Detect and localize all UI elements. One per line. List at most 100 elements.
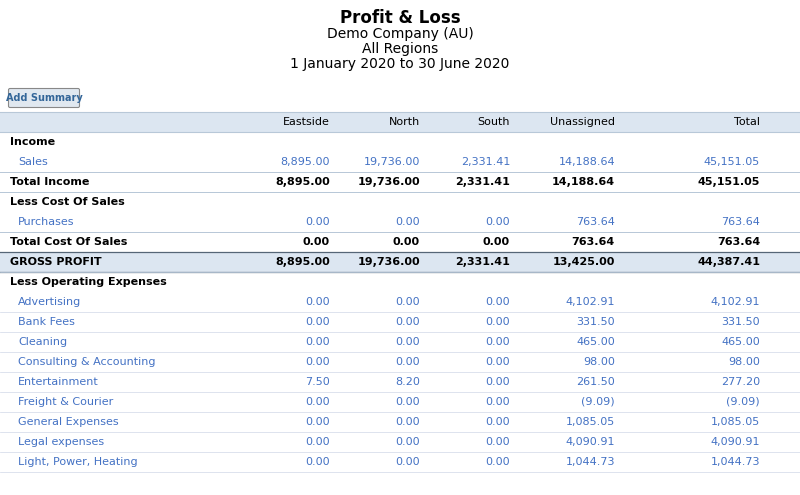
Text: Add Summary: Add Summary [6,93,82,103]
Text: Eastside: Eastside [283,117,330,127]
Text: Bank Fees: Bank Fees [18,317,75,327]
Text: Total: Total [734,117,760,127]
Text: 465.00: 465.00 [722,337,760,347]
Text: 14,188.64: 14,188.64 [558,157,615,167]
Text: 1,085.05: 1,085.05 [566,417,615,427]
Text: Less Operating Expenses: Less Operating Expenses [10,277,166,287]
Text: (9.09): (9.09) [582,397,615,407]
Text: Entertainment: Entertainment [18,377,98,387]
Text: Light, Power, Heating: Light, Power, Heating [18,457,138,467]
Text: South: South [478,117,510,127]
Text: Freight & Courier: Freight & Courier [18,397,114,407]
Text: 0.00: 0.00 [486,297,510,307]
Text: 0.00: 0.00 [395,397,420,407]
Text: 8,895.00: 8,895.00 [275,257,330,267]
Text: 0.00: 0.00 [486,377,510,387]
Text: 13,425.00: 13,425.00 [553,257,615,267]
Text: 45,151.05: 45,151.05 [704,157,760,167]
Text: 331.50: 331.50 [722,317,760,327]
Text: 0.00: 0.00 [486,217,510,227]
Text: 0.00: 0.00 [395,417,420,427]
Text: 0.00: 0.00 [306,297,330,307]
Text: 1,044.73: 1,044.73 [566,457,615,467]
Text: Unassigned: Unassigned [550,117,615,127]
Text: 4,102.91: 4,102.91 [710,297,760,307]
Text: 0.00: 0.00 [486,437,510,447]
Text: 8,895.00: 8,895.00 [275,177,330,187]
Text: 0.00: 0.00 [395,297,420,307]
Text: 0.00: 0.00 [395,217,420,227]
Text: Cleaning: Cleaning [18,337,67,347]
Text: 19,736.00: 19,736.00 [364,157,420,167]
Text: GROSS PROFIT: GROSS PROFIT [10,257,102,267]
Text: Total Income: Total Income [10,177,90,187]
Bar [0,112,800,132]
Text: 0.00: 0.00 [395,457,420,467]
Text: 465.00: 465.00 [576,337,615,347]
Text: 0.00: 0.00 [306,317,330,327]
Text: 0.00: 0.00 [486,457,510,467]
Text: 44,387.41: 44,387.41 [697,257,760,267]
Text: 0.00: 0.00 [306,437,330,447]
Text: Total Cost Of Sales: Total Cost Of Sales [10,237,127,247]
Text: 0.00: 0.00 [306,457,330,467]
Text: 8.20: 8.20 [395,377,420,387]
Text: Less Cost Of Sales: Less Cost Of Sales [10,197,125,207]
Text: Legal expenses: Legal expenses [18,437,104,447]
Text: 0.00: 0.00 [306,357,330,367]
Text: 261.50: 261.50 [576,377,615,387]
Text: 8,895.00: 8,895.00 [281,157,330,167]
Text: Income: Income [10,137,55,147]
Text: (9.09): (9.09) [726,397,760,407]
Text: 14,188.64: 14,188.64 [552,177,615,187]
Text: 0.00: 0.00 [486,397,510,407]
Text: 2,331.41: 2,331.41 [461,157,510,167]
Text: 0.00: 0.00 [486,337,510,347]
Text: 763.64: 763.64 [576,217,615,227]
Text: 763.64: 763.64 [721,217,760,227]
Text: 2,331.41: 2,331.41 [455,257,510,267]
Text: 331.50: 331.50 [576,317,615,327]
Text: 763.64: 763.64 [572,237,615,247]
Text: 1,085.05: 1,085.05 [710,417,760,427]
Text: Demo Company (AU): Demo Company (AU) [326,27,474,41]
Text: 0.00: 0.00 [395,337,420,347]
Text: 4,090.91: 4,090.91 [710,437,760,447]
Text: North: North [389,117,420,127]
Text: 98.00: 98.00 [728,357,760,367]
Text: 7.50: 7.50 [306,377,330,387]
Text: 0.00: 0.00 [306,217,330,227]
Text: 1 January 2020 to 30 June 2020: 1 January 2020 to 30 June 2020 [290,57,510,71]
Text: 0.00: 0.00 [306,397,330,407]
Text: Consulting & Accounting: Consulting & Accounting [18,357,155,367]
Text: 0.00: 0.00 [306,337,330,347]
Text: 0.00: 0.00 [486,317,510,327]
Text: 0.00: 0.00 [486,357,510,367]
Text: 4,102.91: 4,102.91 [566,297,615,307]
Text: 763.64: 763.64 [717,237,760,247]
Text: Advertising: Advertising [18,297,82,307]
Text: 0.00: 0.00 [393,237,420,247]
Text: 0.00: 0.00 [483,237,510,247]
Text: All Regions: All Regions [362,42,438,56]
Text: 19,736.00: 19,736.00 [358,177,420,187]
Text: 0.00: 0.00 [395,437,420,447]
Text: 277.20: 277.20 [721,377,760,387]
Text: 0.00: 0.00 [395,317,420,327]
Text: Purchases: Purchases [18,217,74,227]
Text: Sales: Sales [18,157,48,167]
Text: 98.00: 98.00 [583,357,615,367]
Text: 0.00: 0.00 [395,357,420,367]
Text: 0.00: 0.00 [306,417,330,427]
Text: 45,151.05: 45,151.05 [698,177,760,187]
Text: 4,090.91: 4,090.91 [566,437,615,447]
Text: 1,044.73: 1,044.73 [710,457,760,467]
Text: Profit & Loss: Profit & Loss [340,9,460,27]
Text: 0.00: 0.00 [303,237,330,247]
Text: 0.00: 0.00 [486,417,510,427]
Text: 2,331.41: 2,331.41 [455,177,510,187]
FancyBboxPatch shape [9,89,79,107]
Text: General Expenses: General Expenses [18,417,118,427]
Text: 19,736.00: 19,736.00 [358,257,420,267]
Bar [0,252,800,272]
